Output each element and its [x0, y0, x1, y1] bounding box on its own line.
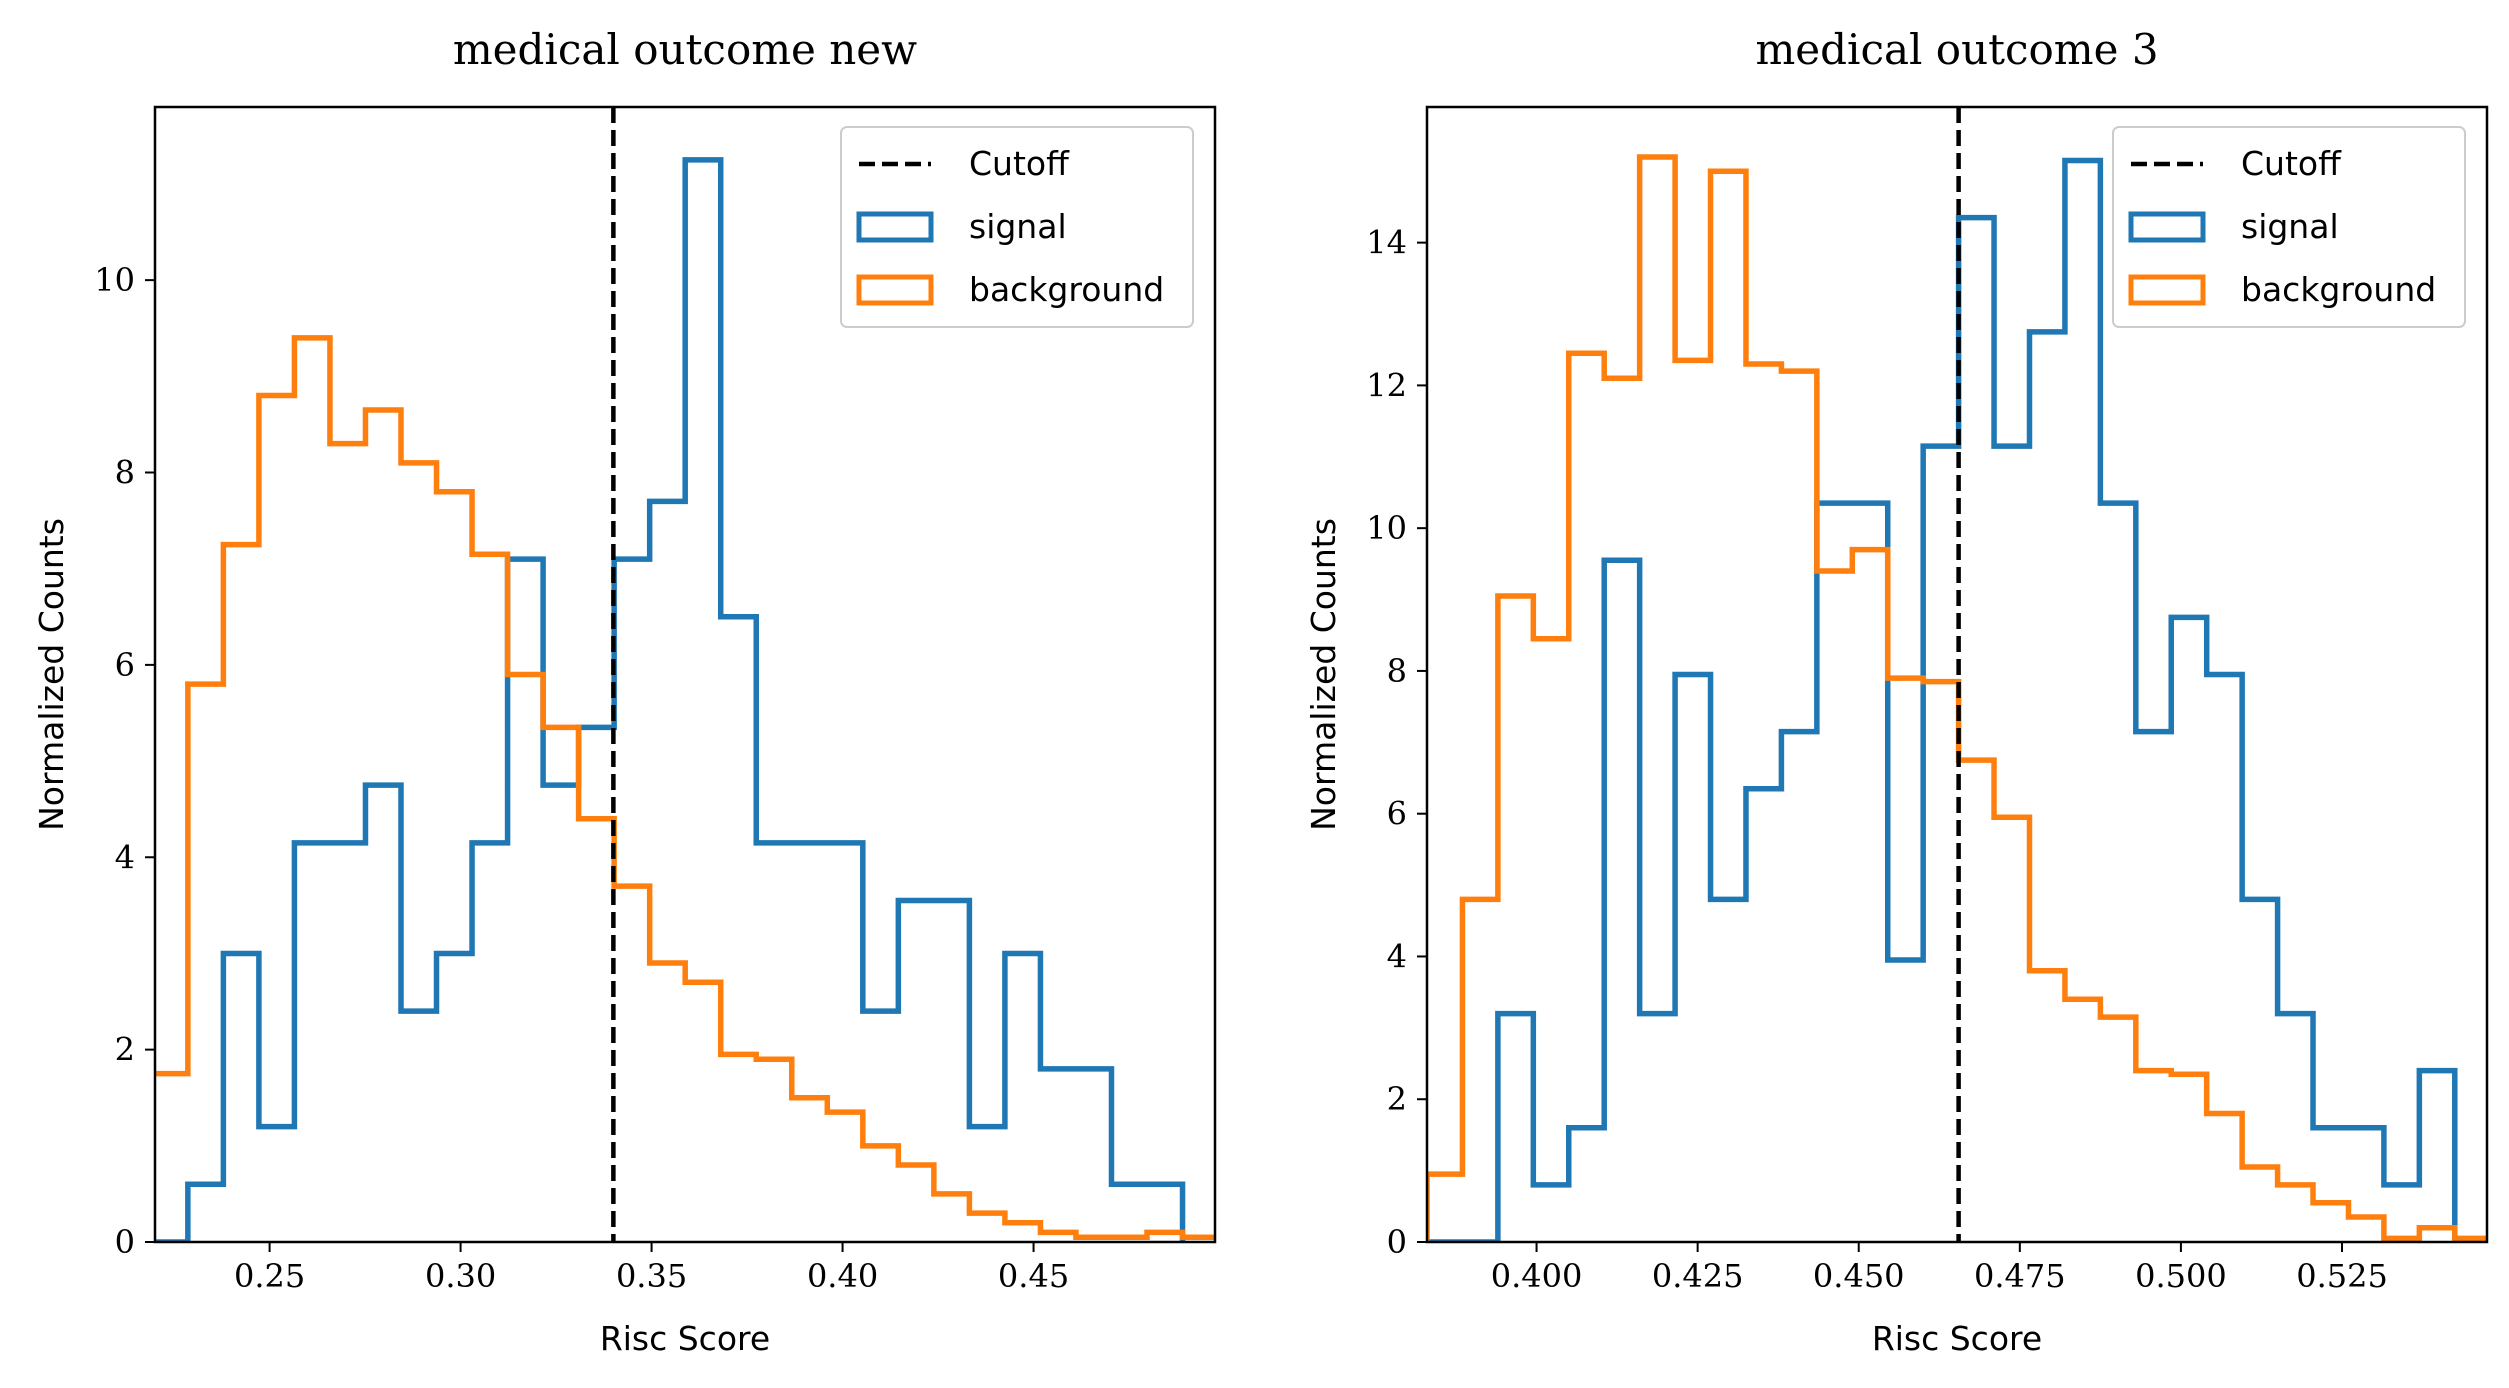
- series-signal-histogram: [155, 157, 1186, 1242]
- y-tick-label: 14: [1366, 224, 1407, 262]
- y-axis-label: Normalized Counts: [1304, 518, 1343, 831]
- x-tick-label: 0.40: [807, 1257, 878, 1295]
- y-tick-label: 0: [1387, 1223, 1407, 1261]
- chart-panel-1: medical outcome new 0.25 0.30 0.35 0.40 0.45 0…: [32, 25, 1217, 1358]
- x-tick-label: 0.35: [616, 1257, 687, 1295]
- plot-area: [1427, 107, 2487, 1242]
- legend-background-swatch: [2128, 274, 2206, 306]
- x-tick-label: 0.475: [1974, 1257, 2066, 1295]
- plot-area: [155, 107, 1215, 1242]
- legend-label-cutoff: Cutoff: [2241, 144, 2342, 183]
- series-background-histogram: [155, 335, 1215, 1242]
- legend-signal-swatch: [2128, 211, 2206, 243]
- legend: Cutoff signal background: [840, 126, 1194, 328]
- y-tick-label: 2: [115, 1031, 135, 1069]
- y-tick-label: 4: [115, 838, 135, 876]
- legend-label-background: background: [969, 270, 1164, 309]
- y-tick-label: 6: [1387, 795, 1407, 833]
- axes-frame: [153, 105, 1217, 1244]
- chart-panel-2: medical outcome 3 0.400 0.425 0.450 0.475 0.5…: [1304, 25, 2489, 1358]
- legend-signal-swatch: [856, 211, 934, 243]
- legend-label-background: background: [2241, 270, 2436, 309]
- legend-background-swatch: [856, 274, 934, 306]
- y-tick-label: 0: [115, 1223, 135, 1261]
- x-tick-label: 0.525: [2296, 1257, 2388, 1295]
- x-axis-label: Risc Score: [600, 1319, 770, 1358]
- legend: Cutoff signal background: [2112, 126, 2466, 328]
- y-tick-label: 10: [94, 261, 135, 299]
- y-tick-label: 2: [1387, 1080, 1407, 1118]
- x-tick-label: 0.400: [1491, 1257, 1583, 1295]
- x-tick-label: 0.450: [1813, 1257, 1905, 1295]
- x-tick-label: 0.45: [998, 1257, 1069, 1295]
- x-axis-label: Risc Score: [1872, 1319, 2042, 1358]
- x-tick-label: 0.30: [425, 1257, 496, 1295]
- series-signal-histogram: [1427, 157, 2458, 1242]
- legend-label-signal: signal: [2241, 207, 2339, 246]
- y-tick-label: 10: [1366, 509, 1407, 547]
- x-tick-label: 0.500: [2135, 1257, 2227, 1295]
- chart-title: medical outcome new: [453, 25, 917, 74]
- axes-frame: [1425, 105, 2489, 1244]
- x-tick-label: 0.25: [234, 1257, 305, 1295]
- y-tick-label: 8: [1387, 652, 1407, 690]
- y-tick-label: 8: [115, 454, 135, 492]
- y-tick-label: 4: [1387, 937, 1407, 975]
- legend-label-signal: signal: [969, 207, 1067, 246]
- y-tick-label: 6: [115, 646, 135, 684]
- x-tick-label: 0.425: [1652, 1257, 1744, 1295]
- y-axis-label: Normalized Counts: [32, 518, 71, 831]
- legend-label-cutoff: Cutoff: [969, 144, 1070, 183]
- chart-title: medical outcome 3: [1755, 25, 2158, 74]
- y-tick-label: 12: [1366, 366, 1407, 404]
